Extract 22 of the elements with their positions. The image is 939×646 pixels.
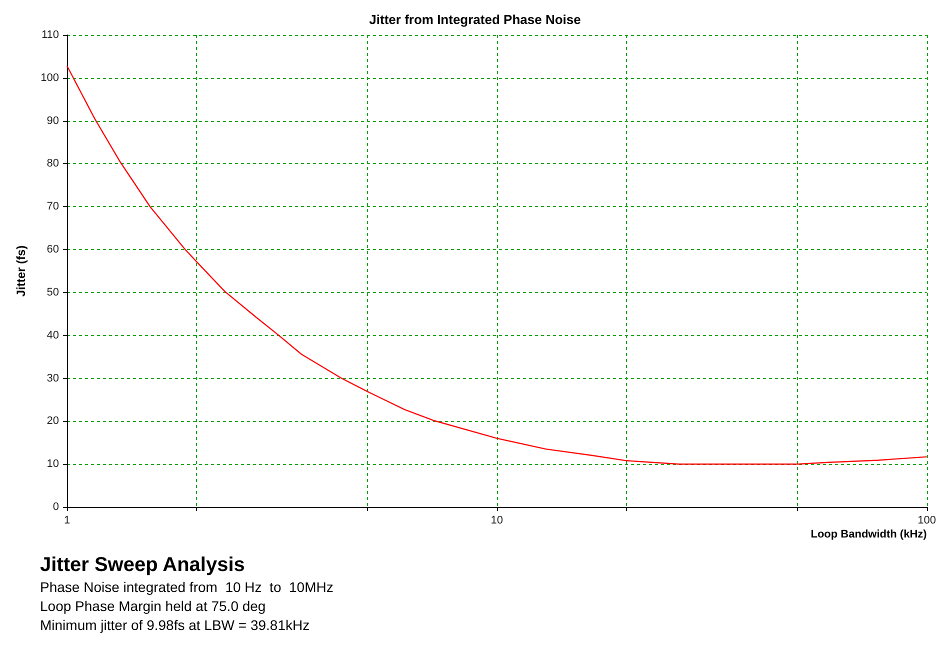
y-tick-label: 30 [46,372,59,384]
y-tick-label: 10 [46,458,59,470]
text: Jitter Sweep Analysis [40,553,246,578]
text: Loop Phase Margin held at 75.0 deg [40,597,267,616]
y-tick-label: 110 [41,29,59,41]
x-tick-label: 100 [918,514,936,526]
y-tick-label: 60 [46,244,59,256]
text: Minimum jitter of 9.98fs at LBW = 39.81kHz [40,616,311,635]
x-tick-label: 1 [64,514,70,526]
y-axis-title: Jitter (fs) [14,245,28,297]
y-tick-label: 20 [46,415,59,428]
y-tick-label: 80 [46,158,59,170]
y-tick-label: 40 [46,329,59,342]
y-tick-label: 70 [46,200,59,213]
text: Phase Noise integrated from 10 Hz to 10MHz [40,578,334,597]
y-tick-label: 90 [46,114,59,127]
y-tick-label: 50 [46,286,59,298]
x-axis-title: Loop Bandwidth (kHz) [810,528,928,540]
x-tick-label: 10 [490,514,504,526]
y-tick-label: 100 [40,72,59,84]
y-tick-label: 0 [52,501,59,513]
chart-title: Jitter from Integrated Phase Noise [369,12,581,27]
